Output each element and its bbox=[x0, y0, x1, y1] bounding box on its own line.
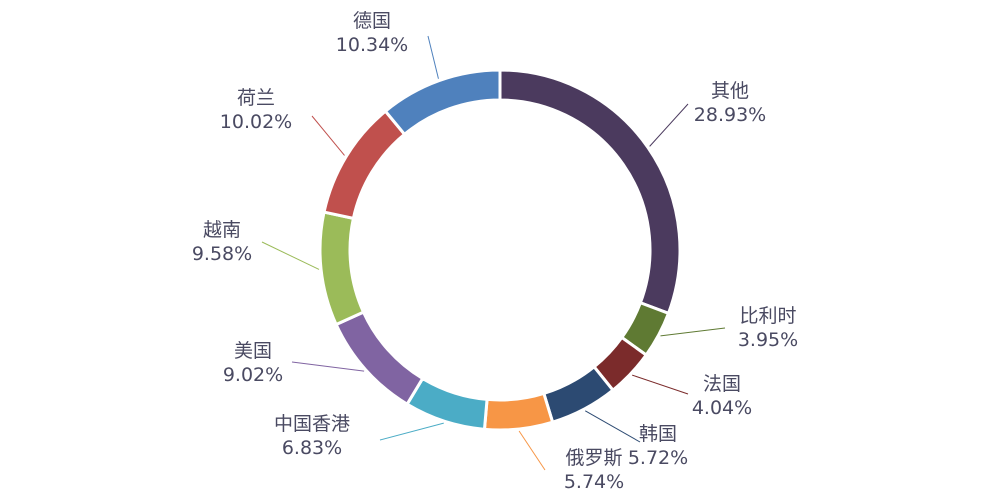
slice-3 bbox=[541, 364, 616, 425]
slice-label-value-2: 4.04% bbox=[692, 397, 752, 419]
slice-label-value-3: 5.72% bbox=[628, 447, 688, 469]
slice-7 bbox=[318, 210, 366, 327]
leader-line-8 bbox=[311, 115, 345, 156]
slice-6 bbox=[334, 310, 425, 407]
slice-label-value-4: 5.74% bbox=[564, 471, 624, 493]
slice-label-name-9: 德国 bbox=[353, 10, 391, 32]
slice-label-name-6: 美国 bbox=[234, 340, 272, 362]
slice-label-name-7: 越南 bbox=[203, 219, 241, 241]
slice-label-name-3: 韩国 bbox=[639, 423, 677, 445]
leader-line-5 bbox=[379, 422, 444, 441]
slice-label-name-8: 荷兰 bbox=[237, 87, 275, 109]
slice-label-value-6: 9.02% bbox=[223, 364, 283, 386]
slice-0 bbox=[498, 68, 682, 316]
slice-label-name-0: 其他 bbox=[711, 80, 749, 102]
slice-label-name-2: 法国 bbox=[703, 373, 741, 395]
slice-label-value-5: 6.83% bbox=[282, 437, 342, 459]
leader-line-9 bbox=[427, 35, 439, 79]
slice-9 bbox=[383, 68, 502, 137]
leader-line-3 bbox=[584, 410, 641, 443]
leader-line-6 bbox=[291, 361, 365, 372]
slice-label-value-9: 10.34% bbox=[336, 34, 408, 56]
slice-label-value-7: 9.58% bbox=[192, 243, 252, 265]
slice-label-name-4: 俄罗斯 bbox=[565, 447, 622, 469]
slice-label-name-1: 比利时 bbox=[739, 305, 796, 327]
slice-label-name-5: 中国香港 bbox=[274, 413, 350, 435]
slice-label-value-8: 10.02% bbox=[220, 111, 292, 133]
slice-4 bbox=[482, 391, 555, 432]
leader-line-7 bbox=[261, 241, 320, 270]
leader-line-1 bbox=[660, 327, 726, 337]
slice-label-value-1: 3.95% bbox=[738, 329, 798, 351]
leader-line-4 bbox=[518, 430, 546, 471]
slice-label-value-0: 28.93% bbox=[694, 104, 766, 126]
leader-line-0 bbox=[649, 103, 689, 147]
leader-line-2 bbox=[632, 374, 689, 395]
slice-8 bbox=[322, 109, 407, 221]
